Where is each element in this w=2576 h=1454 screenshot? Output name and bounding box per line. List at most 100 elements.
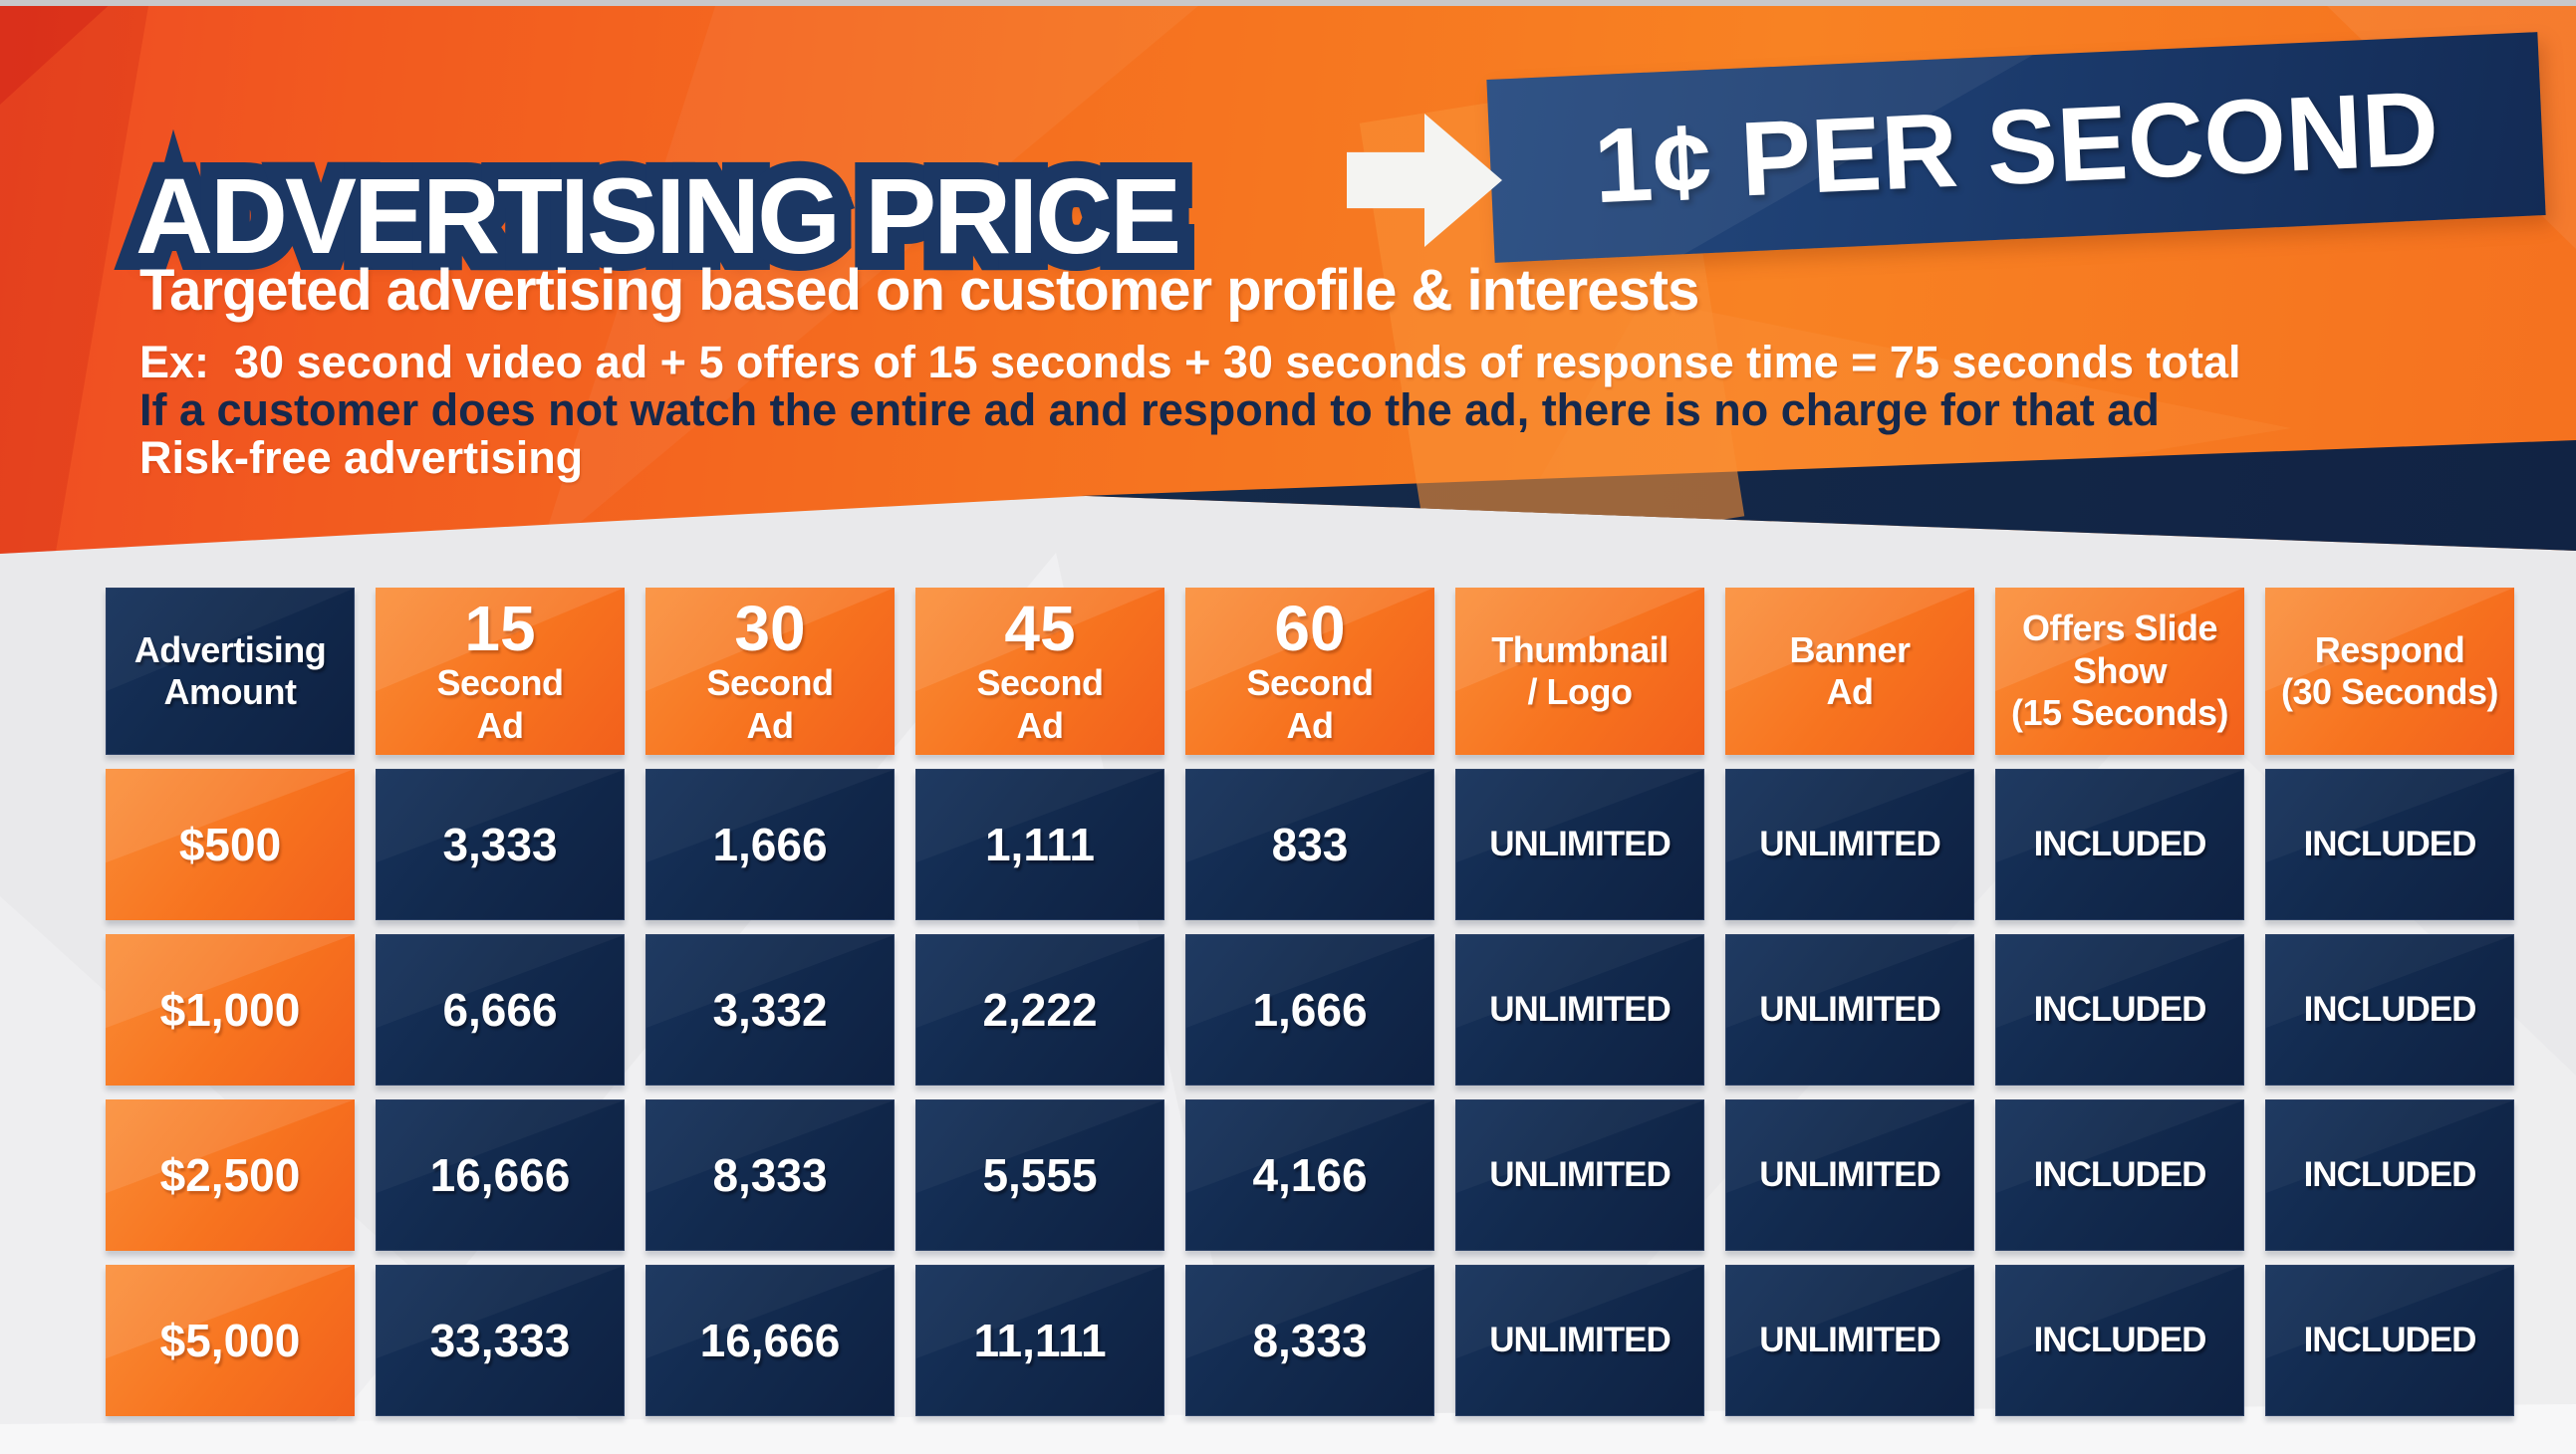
table-cell: UNLIMITED [1455,769,1704,920]
cell-value: 4,166 [1252,1149,1368,1201]
column-header-thumbnail-logo: Thumbnail / Logo [1455,588,1704,755]
cell-value: INCLUDED [2303,1321,2477,1359]
cell-value: UNLIMITED [1759,990,1941,1029]
header-line: Second [706,662,834,704]
table-cell: UNLIMITED [1455,934,1704,1086]
cell-value: 1,666 [1252,984,1368,1036]
cell-value: 3,332 [712,984,828,1036]
header-line: (15 Seconds) [2010,692,2229,734]
table-cell: 8,333 [645,1099,895,1251]
cell-value: 5,555 [982,1149,1098,1201]
header-line: Second [976,662,1104,704]
cell-value: UNLIMITED [1489,825,1672,863]
table-cell: INCLUDED [2265,769,2514,920]
header-line: Ad [746,704,795,746]
hero-banner: ADVERTISING PRICE 1¢ PER SECOND Targeted… [0,0,2576,554]
cell-value: INCLUDED [2303,990,2477,1029]
cell-value: 16,666 [699,1315,841,1366]
header-line: Show [2073,649,2168,691]
table-cell: 3,333 [376,769,625,920]
cell-value: INCLUDED [2033,1155,2207,1194]
header-line: Ad [1286,704,1335,746]
cell-value: 2,222 [982,984,1098,1036]
cell-value: 11,111 [973,1315,1107,1366]
row-amount-500: $500 [106,769,355,920]
header-line: (30 Seconds) [2280,671,2499,712]
cell-value: 8,333 [712,1149,828,1201]
cell-value: UNLIMITED [1759,1321,1941,1359]
table-cell: 3,332 [645,934,895,1086]
header-big-number: 30 [734,592,806,664]
column-header-offers-slide-show-15-seconds: Offers Slide Show (15 Seconds) [1995,588,2244,755]
table-cell: INCLUDED [2265,934,2514,1086]
cell-value: 16,666 [429,1149,571,1201]
header-big-number: 15 [464,592,536,664]
header-line: Respond [2314,628,2465,670]
table-cell: 1,666 [1185,934,1434,1086]
header-line: Ad [1016,704,1065,746]
hero-subtitle: Targeted advertising based on customer p… [139,258,1699,323]
table-cell: UNLIMITED [1455,1099,1704,1251]
column-header-second-ad: 60 Second Ad [1185,588,1434,755]
amount-label: $500 [178,819,282,870]
column-header-advertising-amount: Advertising Amount [106,588,355,755]
table-cell: INCLUDED [1995,934,2244,1086]
cell-value: 1,666 [712,819,828,870]
hero-no-charge-line: If a customer does not watch the entire … [139,384,2160,435]
table-cell: INCLUDED [2265,1099,2514,1251]
table-cell: INCLUDED [1995,1099,2244,1251]
page-title: ADVERTISING PRICE [135,157,2576,276]
amount-label: $1,000 [159,984,301,1036]
cell-value: INCLUDED [2303,825,2477,863]
header-big-number: 45 [1004,592,1076,664]
page-top-strip [0,0,2576,6]
amount-label: $2,500 [159,1149,301,1201]
row-amount-2-500: $2,500 [106,1099,355,1251]
cell-value: INCLUDED [2033,1321,2207,1359]
hero-risk-free-line: Risk-free advertising [139,432,584,483]
header-line: Thumbnail [1491,628,1669,670]
table-cell: INCLUDED [1995,769,2244,920]
cell-value: UNLIMITED [1489,1321,1672,1359]
table-cell: 1,111 [915,769,1164,920]
header-line: / Logo [1527,671,1633,712]
header-line: Amount [163,671,297,712]
cell-value: 6,666 [442,984,558,1036]
table-cell: 1,666 [645,769,895,920]
column-header-second-ad: 45 Second Ad [915,588,1164,755]
table-cell: UNLIMITED [1725,1099,1974,1251]
table-cell: 2,222 [915,934,1164,1086]
table-cell: UNLIMITED [1455,1265,1704,1416]
table-cell: 11,111 [915,1265,1164,1416]
column-header-banner-ad: Banner Ad [1725,588,1974,755]
cell-value: INCLUDED [2303,1155,2477,1194]
header-line: Advertising [133,628,327,670]
pricing-table: Advertising Amount 15 Second Ad 30 Second Ad 45 S… [106,588,2514,1416]
amount-label: $5,000 [159,1315,301,1366]
header-line: Ad [476,704,525,746]
cell-value: 1,111 [984,819,1096,870]
cell-value: 3,333 [442,819,558,870]
table-cell: UNLIMITED [1725,1265,1974,1416]
table-cell: 16,666 [376,1099,625,1251]
header-line: Second [1246,662,1374,704]
table-cell: 16,666 [645,1265,895,1416]
table-cell: UNLIMITED [1725,769,1974,920]
cell-value: UNLIMITED [1489,1155,1672,1194]
cell-value: 833 [1271,819,1349,870]
cell-value: UNLIMITED [1759,1155,1941,1194]
header-big-number: 60 [1274,592,1346,664]
cell-value: 33,333 [429,1315,571,1366]
table-cell: 5,555 [915,1099,1164,1251]
table-cell: 4,166 [1185,1099,1434,1251]
cell-value: UNLIMITED [1489,990,1672,1029]
header-line: Second [436,662,564,704]
table-cell: INCLUDED [2265,1265,2514,1416]
table-cell: UNLIMITED [1725,934,1974,1086]
cell-value: UNLIMITED [1759,825,1941,863]
table-cell: 833 [1185,769,1434,920]
column-header-second-ad: 30 Second Ad [645,588,895,755]
column-header-respond-30-seconds: Respond (30 Seconds) [2265,588,2514,755]
cell-value: 8,333 [1252,1315,1368,1366]
header-line: Banner [1789,628,1911,670]
